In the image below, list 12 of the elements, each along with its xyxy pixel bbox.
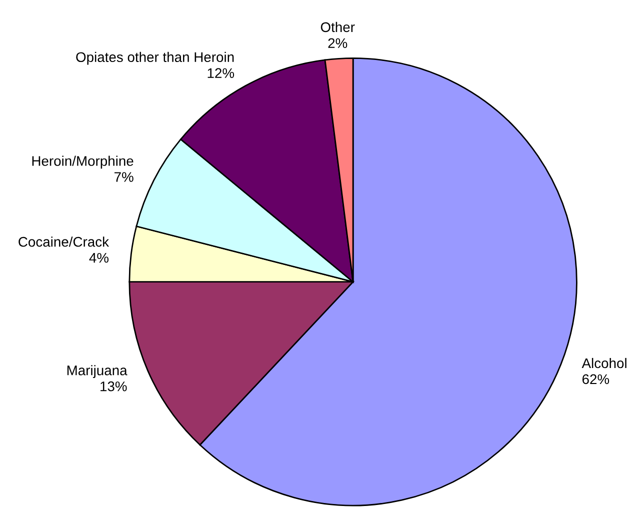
slice-label: Other: [320, 22, 355, 32]
slice-label: Alcohol: [582, 358, 626, 368]
data-label: 4%: [89, 252, 109, 263]
data-label: 2%: [328, 38, 348, 48]
slice-label: Cocaine/Crack: [18, 236, 110, 247]
slice-label: Marijuana: [67, 365, 128, 378]
data-label: 13%: [100, 381, 127, 392]
data-label: 7%: [114, 172, 134, 182]
data-label: 12%: [208, 68, 234, 78]
slice-label: Opiates other than Heroin: [76, 52, 234, 65]
data-label: 62%: [582, 374, 610, 384]
slice-label: Heroin/Morphine: [32, 156, 134, 169]
